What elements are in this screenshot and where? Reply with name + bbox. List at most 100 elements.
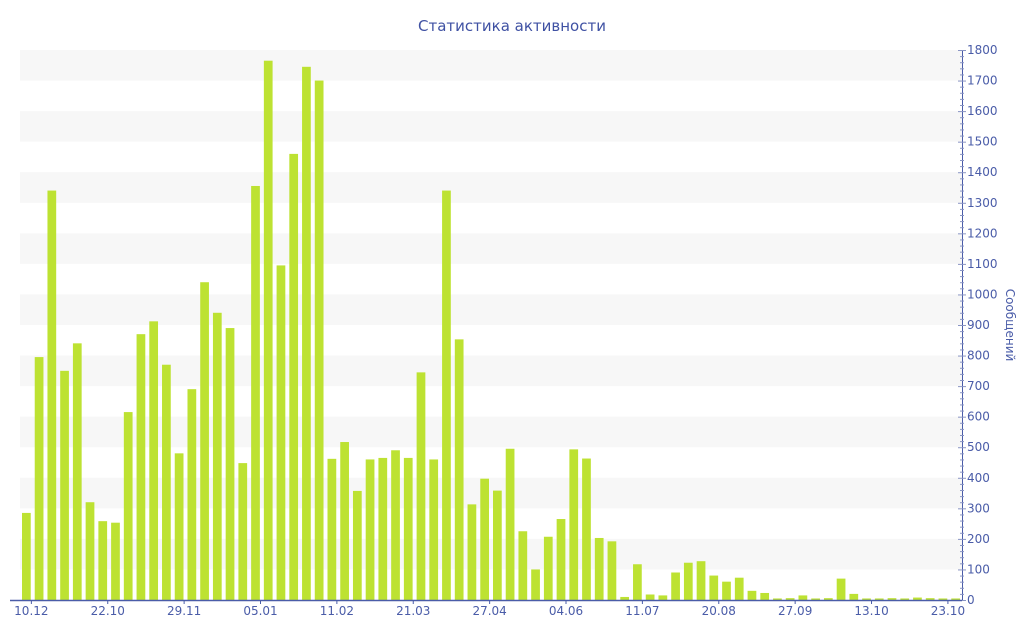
x-tick-label: 27.04 <box>472 604 506 618</box>
x-tick-label: 20.08 <box>702 604 736 618</box>
bar <box>200 282 209 600</box>
y-tick-label: 500 <box>967 440 990 454</box>
bar <box>556 519 566 600</box>
bar <box>251 185 260 600</box>
y-tick-label: 700 <box>967 379 990 393</box>
x-tick-label: 11.02 <box>320 604 354 618</box>
bar <box>760 592 770 600</box>
y-tick-label: 1700 <box>967 74 998 88</box>
bar <box>403 457 413 600</box>
bars <box>22 60 960 601</box>
x-tick-label: 10.12 <box>14 604 48 618</box>
bar <box>645 594 655 600</box>
grid-band <box>20 538 962 570</box>
bar <box>123 412 133 600</box>
bar <box>671 572 680 600</box>
bar <box>734 577 744 600</box>
bar <box>913 597 922 600</box>
bar <box>60 370 69 600</box>
y-tick-label: 200 <box>967 532 990 546</box>
grid-band <box>20 233 962 264</box>
bar <box>722 581 731 600</box>
x-tick-label: 05.01 <box>243 604 277 618</box>
y-tick-label: 1100 <box>967 257 998 271</box>
bar <box>136 334 146 600</box>
y-tick-label: 100 <box>967 562 990 576</box>
x-tick-label: 23.10 <box>931 604 965 618</box>
bar <box>212 312 222 600</box>
bar <box>442 190 451 601</box>
chart-title: Статистика активности <box>418 17 606 35</box>
bar <box>747 590 757 600</box>
x-axis: 10.12 22.10 29.11 05.01 11.02 21.03 27.04 04.06… <box>10 599 965 618</box>
bar <box>187 389 197 600</box>
bar <box>302 66 311 601</box>
grid-band <box>20 355 962 387</box>
bar <box>811 598 820 600</box>
y-tick-label: 1600 <box>967 104 998 118</box>
bar <box>365 459 375 600</box>
bar <box>938 598 948 600</box>
y-axis-label: Сообщений <box>1003 289 1017 362</box>
y-tick-label: 900 <box>967 318 990 332</box>
bar <box>543 536 553 600</box>
bar <box>493 490 502 600</box>
bar <box>620 596 630 600</box>
bar <box>874 598 884 600</box>
bar <box>47 190 57 601</box>
bar <box>327 458 337 600</box>
bar <box>162 364 171 600</box>
bar <box>582 458 591 600</box>
bar <box>951 598 960 600</box>
y-tick-label: 1200 <box>967 226 998 240</box>
bar <box>314 80 324 601</box>
bar <box>696 561 706 600</box>
bar <box>111 522 120 600</box>
bar <box>276 265 286 600</box>
bar <box>887 598 897 600</box>
bar <box>531 569 540 600</box>
grid-band <box>20 172 962 203</box>
y-tick-label: 600 <box>967 410 990 424</box>
x-tick-label: 27.09 <box>778 604 812 618</box>
bar <box>238 463 248 600</box>
bar <box>98 521 108 600</box>
x-tick-label: 21.03 <box>396 604 430 618</box>
x-tick-label: 04.06 <box>549 604 583 618</box>
bar <box>683 562 693 600</box>
bar <box>862 598 871 600</box>
bar <box>174 453 184 600</box>
y-tick-label: 1400 <box>967 165 998 179</box>
bar <box>467 504 477 600</box>
bar <box>340 442 349 600</box>
bar <box>391 450 400 600</box>
bar <box>454 339 464 600</box>
bar <box>836 578 846 600</box>
bar <box>289 153 299 600</box>
y-tick-label: 400 <box>967 471 990 485</box>
bar <box>607 541 617 600</box>
bar <box>416 372 426 600</box>
bar <box>85 502 95 600</box>
bar <box>658 595 668 600</box>
bar <box>773 598 782 600</box>
bar <box>378 457 388 600</box>
bar <box>925 598 935 600</box>
bar <box>849 593 859 600</box>
grid-band <box>20 294 962 325</box>
grid-band <box>20 111 962 142</box>
x-tick-label: 13.10 <box>854 604 888 618</box>
bar <box>225 328 235 600</box>
grid-bands <box>20 50 962 570</box>
bar <box>594 537 604 600</box>
grid-band <box>20 50 962 81</box>
bar <box>352 490 362 600</box>
x-tick-label: 11.07 <box>625 604 659 618</box>
grid-band <box>20 416 962 448</box>
x-tick-label: 22.10 <box>91 604 125 618</box>
bar <box>22 512 31 600</box>
bar <box>263 60 273 600</box>
bar <box>34 357 44 600</box>
bar <box>72 343 82 600</box>
